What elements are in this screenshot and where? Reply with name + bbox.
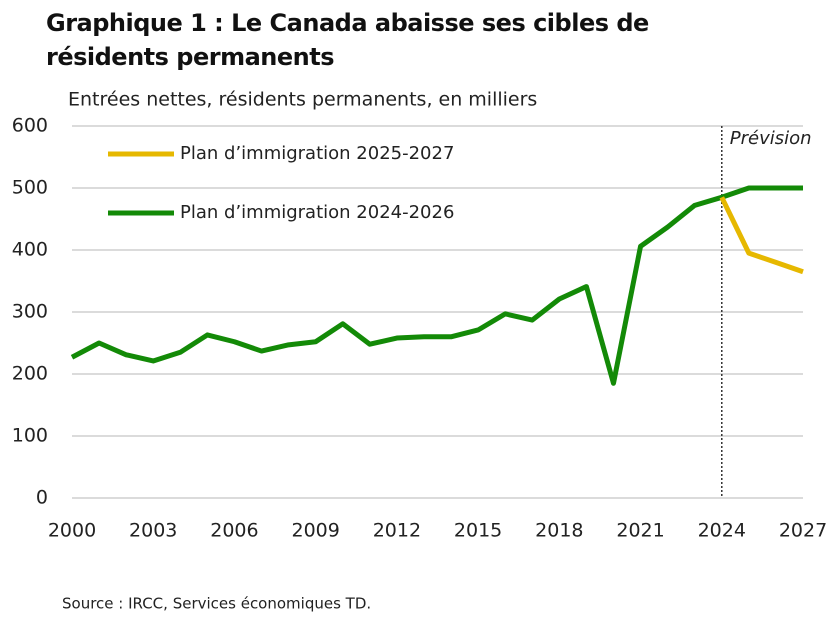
chart-title: Graphique 1 : Le Canada abaisse ses cibl…	[46, 9, 649, 71]
x-tick-label: 2015	[454, 520, 502, 542]
x-tick-label: 2021	[616, 520, 664, 542]
x-tick-label: 2027	[779, 520, 827, 542]
x-tick-label: 2024	[698, 520, 746, 542]
legend-label: Plan d’immigration 2025-2027	[180, 143, 454, 164]
x-tick-label: 2006	[210, 520, 258, 542]
y-tick-label: 0	[36, 487, 48, 509]
subtitle: Entrées nettes, résidents permanents, en…	[68, 89, 537, 111]
x-tick-label: 2009	[291, 520, 339, 542]
x-tick-label: 2003	[129, 520, 177, 542]
annotation: Prévision	[730, 128, 812, 149]
y-tick-label: 400	[12, 239, 48, 261]
y-tick-label: 600	[12, 115, 48, 137]
y-tick-label: 500	[12, 177, 48, 199]
y-tick-label: 200	[12, 363, 48, 385]
series-line	[719, 196, 804, 275]
x-tick-label: 2018	[535, 520, 583, 542]
x-tick-label: 2000	[48, 520, 96, 542]
source: Source : IRCC, Services économiques TD.	[62, 595, 371, 613]
y-tick-label: 300	[12, 301, 48, 323]
series-line	[70, 185, 803, 386]
legend-label: Plan d’immigration 2024-2026	[180, 202, 454, 223]
y-tick-label: 100	[12, 425, 48, 447]
x-tick-label: 2012	[373, 520, 421, 542]
